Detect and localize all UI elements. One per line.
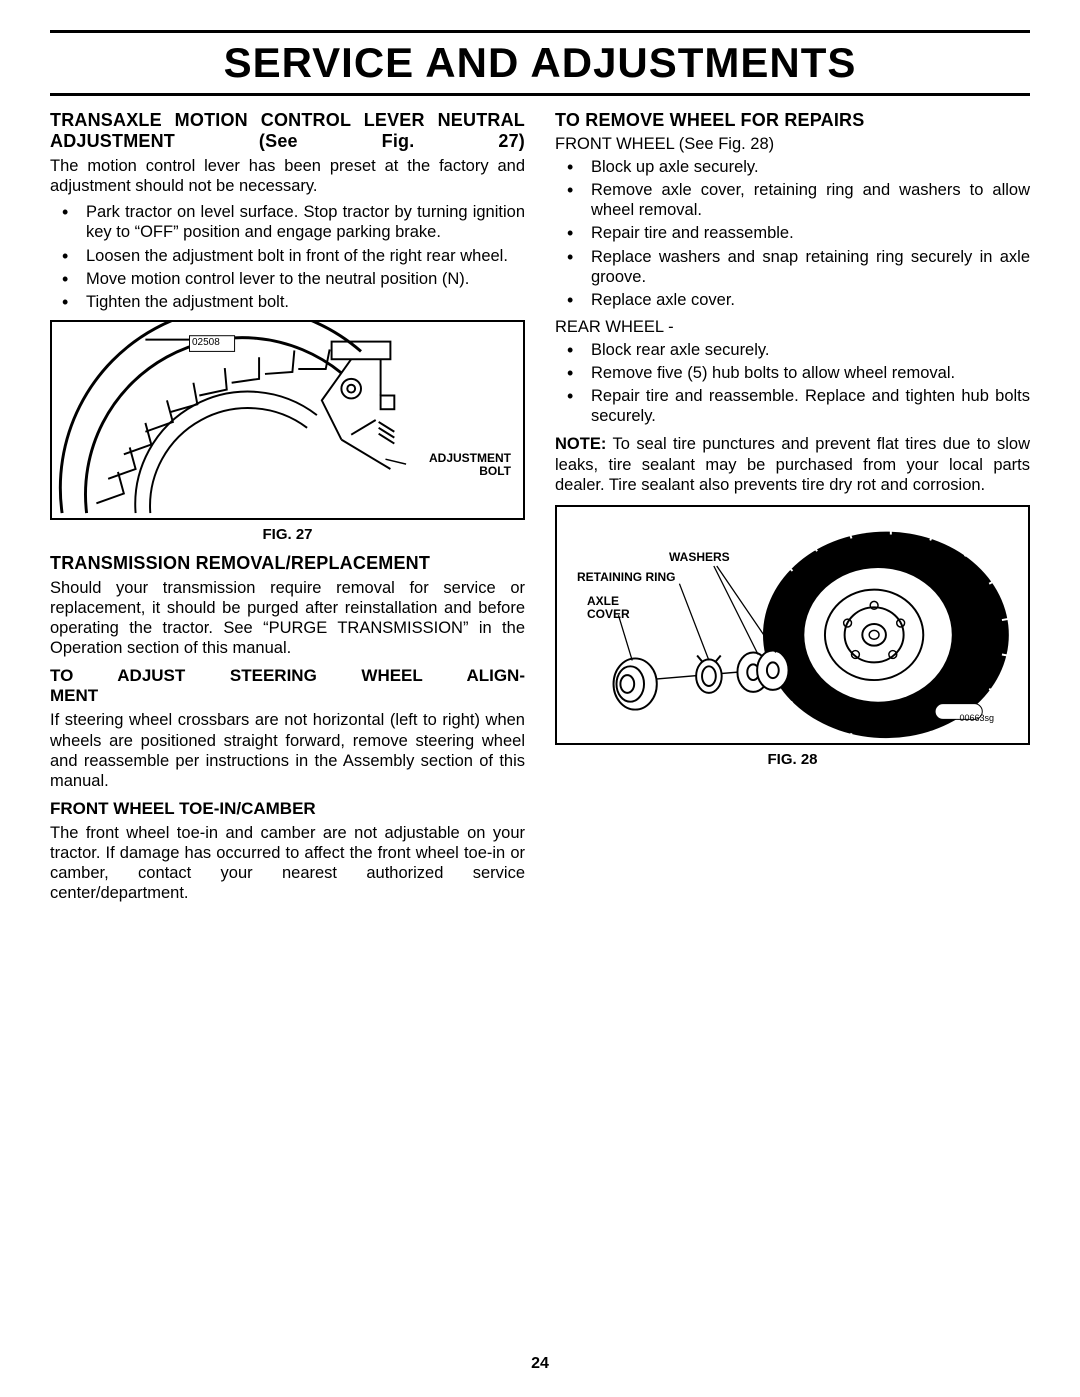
heading-steering: TO ADJUST STEERING WHEEL ALIGN- MENT	[50, 666, 525, 706]
fig28-code-label: 00663sg	[959, 714, 994, 723]
fig28-cover-label: COVER	[587, 608, 630, 620]
bullet-item: Block up axle securely.	[555, 157, 1030, 177]
figure-27-svg	[52, 322, 523, 518]
bullet-item: Replace axle cover.	[555, 290, 1030, 310]
fig28-retaining-label: RETAINING RING	[577, 571, 675, 583]
fig27-code-label: 02508	[192, 338, 220, 348]
bullet-item: Remove five (5) hub bolts to allow wheel…	[555, 363, 1030, 383]
note-bold: NOTE:	[555, 435, 606, 453]
bullet-item: Remove axle cover, retaining ring and wa…	[555, 180, 1030, 220]
bullets-rear-wheel: Block rear axle securely. Remove five (5…	[555, 340, 1030, 427]
heading-steering-l1: TO ADJUST STEERING WHEEL ALIGN-	[50, 666, 525, 685]
note-text: NOTE: To seal tire punctures and prevent…	[555, 434, 1030, 494]
bullet-item: Park tractor on level surface. Stop trac…	[50, 202, 525, 242]
content-columns: TRANSAXLE MOTION CONTROL LEVER NEUTRAL A…	[50, 110, 1030, 909]
fig28-axle-label: AXLE	[587, 595, 619, 607]
heading-steering-l2: MENT	[50, 686, 98, 706]
bullets-transaxle: Park tractor on level surface. Stop trac…	[50, 202, 525, 312]
fig27-adjustment-label: ADJUSTMENT	[429, 452, 511, 464]
para-steering: If steering wheel crossbars are not hori…	[50, 710, 525, 791]
bullet-item: Loosen the adjustment bolt in front of t…	[50, 246, 525, 266]
para-camber: The front wheel toe-in and camber are no…	[50, 823, 525, 904]
heading-transmission: TRANSMISSION REMOVAL/REPLACEMENT	[50, 553, 525, 574]
figure-28: WASHERS RETAINING RING AXLE COVER 00663s…	[555, 505, 1030, 745]
bullet-item: Tighten the adjustment bolt.	[50, 292, 525, 312]
bullet-item: Replace washers and snap retaining ring …	[555, 247, 1030, 287]
page-title: SERVICE AND ADJUSTMENTS	[50, 39, 1030, 87]
fig27-bolt-label: BOLT	[479, 465, 511, 477]
heading-transaxle: TRANSAXLE MOTION CONTROL LEVER NEUTRAL A…	[50, 110, 525, 152]
page-number: 24	[0, 1355, 1080, 1373]
bullet-item: Repair tire and reassemble. Replace and …	[555, 386, 1030, 426]
bullet-item: Move motion control lever to the neutral…	[50, 269, 525, 289]
fig28-caption: FIG. 28	[555, 751, 1030, 768]
bullet-item: Block rear axle securely.	[555, 340, 1030, 360]
right-column: TO REMOVE WHEEL FOR REPAIRS FRONT WHEEL …	[555, 110, 1030, 909]
front-wheel-label: FRONT WHEEL (See Fig. 28)	[555, 135, 1030, 154]
heading-remove-wheel: TO REMOVE WHEEL FOR REPAIRS	[555, 110, 1030, 131]
heading-camber: FRONT WHEEL TOE-IN/CAMBER	[50, 799, 525, 819]
para-transaxle: The motion control lever has been preset…	[50, 156, 525, 196]
rear-wheel-label: REAR WHEEL -	[555, 318, 1030, 337]
fig27-caption: FIG. 27	[50, 526, 525, 543]
para-transmission: Should your transmission require removal…	[50, 578, 525, 659]
top-rule	[50, 30, 1030, 33]
note-body: To seal tire punctures and prevent flat …	[555, 435, 1030, 493]
bullets-front-wheel: Block up axle securely. Remove axle cove…	[555, 157, 1030, 310]
left-column: TRANSAXLE MOTION CONTROL LEVER NEUTRAL A…	[50, 110, 525, 909]
fig28-washers-label: WASHERS	[669, 551, 730, 563]
bottom-rule	[50, 93, 1030, 96]
bullet-item: Repair tire and reassemble.	[555, 223, 1030, 243]
figure-27: 02508 ADJUSTMENT BOLT	[50, 320, 525, 520]
figure-28-svg	[557, 507, 1028, 743]
